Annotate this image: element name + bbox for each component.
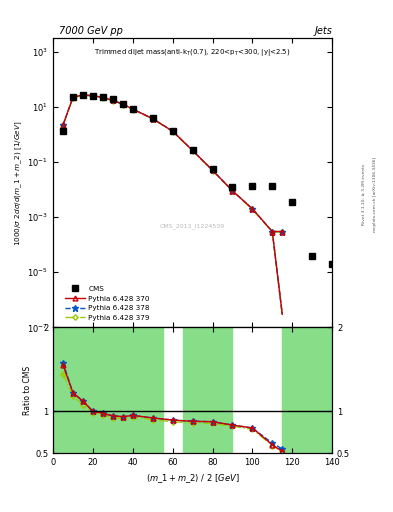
- Text: 7000 GeV pp: 7000 GeV pp: [59, 26, 123, 36]
- Bar: [73, 328, 103, 453]
- Text: CMS_2013_I1224539: CMS_2013_I1224539: [160, 223, 225, 229]
- Text: Rivet 3.1.10, ≥ 3.2M events: Rivet 3.1.10, ≥ 3.2M events: [362, 164, 365, 225]
- Bar: [183, 328, 232, 453]
- X-axis label: $(m\_1 + m\_2)\ /\ 2\ [GeV]$: $(m\_1 + m\_2)\ /\ 2\ [GeV]$: [146, 473, 239, 485]
- Bar: [53, 328, 73, 453]
- Legend: CMS, Pythia 6.428 370, Pythia 6.428 378, Pythia 6.428 379: CMS, Pythia 6.428 370, Pythia 6.428 378,…: [65, 286, 150, 321]
- Bar: [103, 328, 163, 453]
- Text: Trimmed dijet mass(anti-k$_\mathrm{T}$(0.7), 220<p$_\mathrm{T}$<300, |y|<2.5): Trimmed dijet mass(anti-k$_\mathrm{T}$(0…: [94, 47, 291, 58]
- Bar: [53, 328, 73, 453]
- Text: Jets: Jets: [314, 26, 332, 36]
- Text: mcplots.cern.ch [arXiv:1306.3436]: mcplots.cern.ch [arXiv:1306.3436]: [373, 157, 377, 232]
- Y-axis label: $1000/\sigma\ 2d\sigma/d(m\_1 + m\_2)\ [1/GeV]$: $1000/\sigma\ 2d\sigma/d(m\_1 + m\_2)\ […: [14, 120, 24, 246]
- Bar: [302, 328, 332, 453]
- Y-axis label: Ratio to CMS: Ratio to CMS: [23, 366, 32, 415]
- Bar: [103, 328, 163, 453]
- Bar: [282, 328, 302, 453]
- Bar: [282, 328, 302, 453]
